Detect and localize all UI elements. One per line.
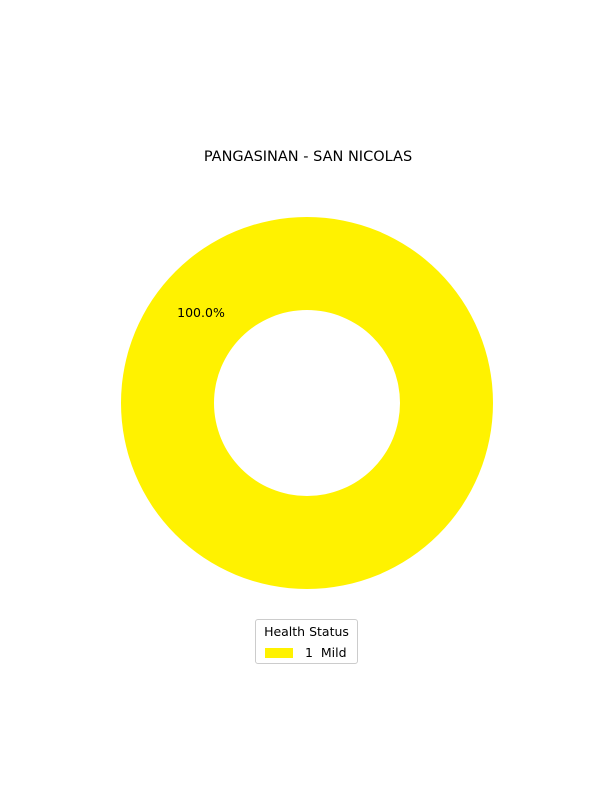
slice-percent-label-0: 100.0% xyxy=(177,305,225,320)
labels-group: 100.0% xyxy=(177,305,225,320)
slices-group xyxy=(121,217,493,589)
slice-0 xyxy=(121,217,493,589)
legend-label-0: 1 Mild xyxy=(305,645,347,660)
legend-title: Health Status xyxy=(264,624,349,639)
legend: Health Status 1 Mild xyxy=(255,619,358,664)
legend-swatch-0 xyxy=(265,648,293,658)
chart-title: PANGASINAN - SAN NICOLAS xyxy=(203,149,413,165)
